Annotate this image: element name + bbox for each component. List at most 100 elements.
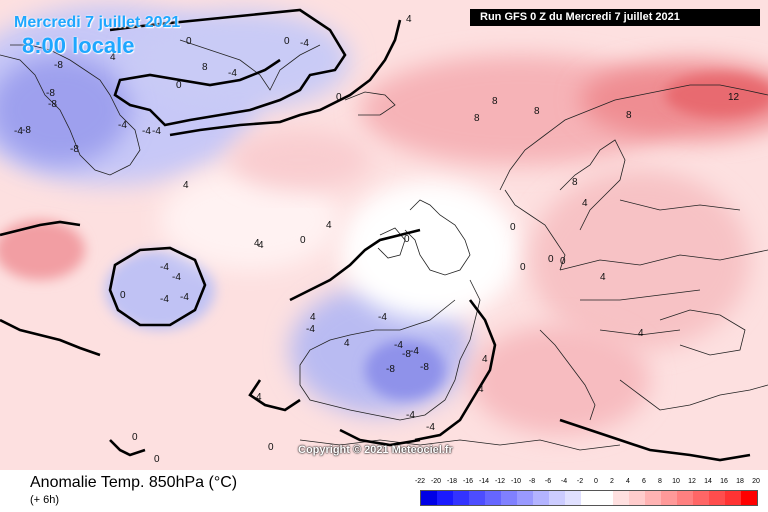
legend-swatch [517, 491, 533, 505]
contour-label: -8 [46, 88, 55, 99]
contour-label: -4 [406, 410, 415, 421]
warm-anomaly-east-europe [530, 170, 750, 350]
contour-label: -4 [228, 68, 237, 79]
contour-label: 4 [256, 392, 262, 403]
legend-tick-label: 4 [626, 478, 630, 485]
legend-swatch [677, 491, 693, 505]
variable-title: Anomalie Temp. 850hPa (°C) [30, 474, 238, 491]
legend-swatch [565, 491, 581, 505]
coastline-italy [539, 329, 596, 421]
legend-swatch [725, 491, 741, 505]
contour-label: 4 [326, 220, 332, 231]
coastline-north-africa [299, 439, 621, 451]
coastline-greece-turkey [619, 379, 768, 411]
contour-label: -4 [306, 324, 315, 335]
contour-label: -4 [160, 294, 169, 305]
run-info-box: Run GFS 0 Z du Mercredi 7 juillet 2021 [470, 9, 760, 26]
coastline-uk [404, 199, 471, 276]
legend-tick-label: -2 [576, 478, 584, 485]
contour-label: -4 [152, 126, 161, 137]
legend-tick-label: -22 [414, 478, 426, 485]
legend-swatch [597, 491, 613, 505]
contour-label: 0 [300, 235, 306, 246]
zero-isoline-south-west [109, 439, 146, 457]
coastline-scandinavia [499, 84, 768, 191]
contour-label: -4 [160, 262, 169, 273]
legend-swatch [581, 491, 597, 505]
contour-label: 4 [482, 354, 488, 365]
contour-label: 0 [548, 254, 554, 265]
borders-east-europe [559, 199, 768, 336]
contour-label: 4 [183, 180, 189, 191]
contour-label: -4 [394, 340, 403, 351]
contour-label: -4 [300, 38, 309, 49]
legend-swatch [741, 491, 757, 505]
legend-swatch [421, 491, 437, 505]
contour-label: -8 [70, 144, 79, 155]
coastline-iceland [344, 91, 396, 116]
zero-isoline-north [109, 8, 347, 127]
contour-label: -4 [378, 312, 387, 323]
legend-swatch [485, 491, 501, 505]
contour-label: -4 [118, 120, 127, 131]
legend-swatch [661, 491, 677, 505]
zero-isoline-mediterranean [559, 418, 751, 462]
legend-swatch [629, 491, 645, 505]
legend-swatch [437, 491, 453, 505]
legend-swatch [613, 491, 629, 505]
contour-label: 0 [520, 262, 526, 273]
zero-isoline-bay [339, 428, 421, 447]
coastline-norway [504, 189, 566, 271]
contour-label: 4 [600, 272, 606, 283]
contour-label: 8 [202, 62, 208, 73]
contour-label: 0 [186, 36, 192, 47]
legend-tick-label: 2 [610, 478, 614, 485]
contour-label: -4 [14, 126, 23, 137]
zero-isoline-atlantic-ring [108, 246, 207, 327]
zero-isoline-greenland-sea [169, 19, 402, 137]
contour-label: -8 [402, 349, 411, 360]
coastline-ireland [377, 227, 406, 259]
coastline-black-sea [659, 309, 746, 356]
contour-label: 4 [582, 198, 588, 209]
contour-label: 4 [638, 328, 644, 339]
legend-tick-label: -6 [544, 478, 552, 485]
neutral-anomaly-atlantic [160, 170, 340, 270]
contour-label: 8 [572, 177, 578, 188]
contour-label: 0 [510, 222, 516, 233]
legend-swatch [645, 491, 661, 505]
contour-label: 0 [560, 256, 566, 267]
contour-label: 0 [132, 432, 138, 443]
forecast-local-time: 8:00 locale [22, 33, 135, 58]
legend-tick-label: 10 [672, 478, 680, 485]
contour-label: -8 [22, 125, 31, 136]
legend-swatch [501, 491, 517, 505]
coastline-sweden-finland [559, 139, 626, 231]
contour-label: 0 [336, 92, 342, 103]
contour-label: 8 [474, 113, 480, 124]
contour-label: 4 [344, 338, 350, 349]
zero-isoline-west [0, 220, 101, 357]
legend-tick-label: -20 [430, 478, 442, 485]
contour-label: 8 [626, 110, 632, 121]
zero-isoline-iberia-east [414, 299, 497, 442]
contour-label: -4 [142, 126, 151, 137]
legend-tick-label: 14 [704, 478, 712, 485]
color-scale-bar [420, 490, 758, 506]
zero-isoline-europe [248, 228, 421, 412]
contour-label: -8 [48, 99, 57, 110]
contour-label: 0 [284, 36, 290, 47]
legend-swatch [469, 491, 485, 505]
legend-swatch [709, 491, 725, 505]
contour-label: 4 [258, 240, 264, 251]
legend-tick-label: -10 [510, 478, 522, 485]
legend-tick-label: -4 [560, 478, 568, 485]
anomaly-shading [0, 5, 768, 435]
legend-tick-label: 12 [688, 478, 696, 485]
contour-label: 4 [310, 312, 316, 323]
contour-label: -8 [386, 364, 395, 375]
legend-tick-label: 16 [720, 478, 728, 485]
lead-time: (+ 6h) [30, 494, 60, 506]
contour-label: -4 [410, 346, 419, 357]
